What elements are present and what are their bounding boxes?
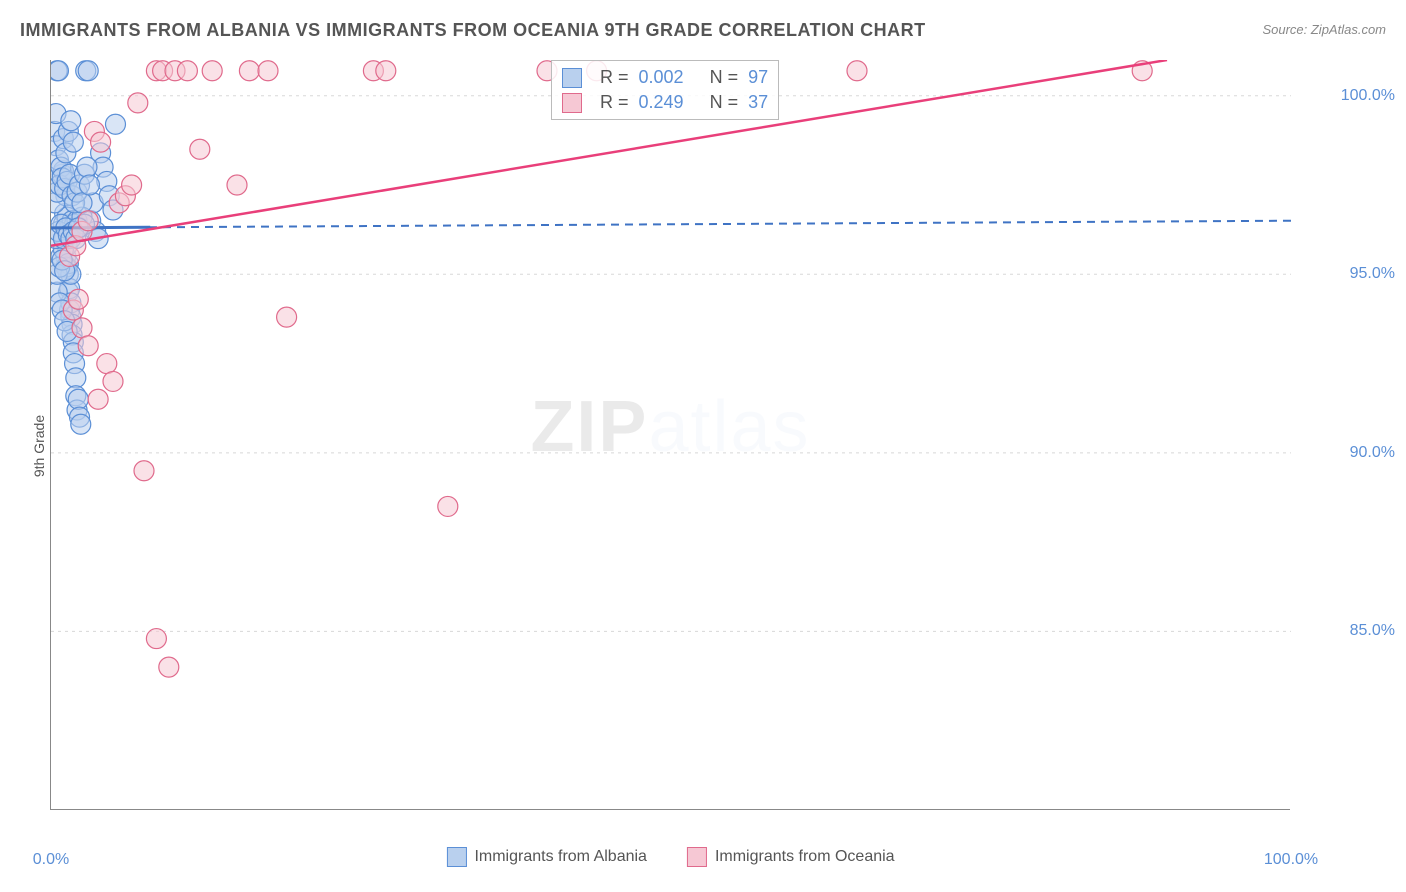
data-point — [128, 93, 148, 113]
y-tick-label: 100.0% — [1341, 87, 1395, 105]
legend-item: Immigrants from Albania — [446, 847, 647, 867]
data-point — [847, 61, 867, 81]
data-point — [277, 307, 297, 327]
stat-n-value: 97 — [748, 67, 768, 88]
y-tick-label: 90.0% — [1350, 444, 1395, 462]
legend-swatch — [562, 93, 582, 113]
x-tick-label: 0.0% — [33, 851, 69, 869]
data-point — [78, 61, 98, 81]
data-point — [72, 318, 92, 338]
stat-n-value: 37 — [748, 92, 768, 113]
stat-r-label: R = — [600, 67, 629, 88]
data-point — [438, 496, 458, 516]
data-point — [68, 389, 88, 409]
legend-label: Immigrants from Albania — [474, 848, 647, 865]
data-point — [227, 175, 247, 195]
plot-area: ZIPatlas 85.0%90.0%95.0%100.0%0.0%100.0%… — [50, 60, 1290, 810]
chart-svg — [51, 60, 1291, 810]
bottom-legend: Immigrants from Albania Immigrants from O… — [446, 847, 894, 867]
stat-n-label: N = — [710, 67, 739, 88]
data-point — [88, 389, 108, 409]
data-point — [51, 61, 68, 81]
legend-item: Immigrants from Oceania — [687, 847, 895, 867]
data-point — [177, 61, 197, 81]
data-point — [79, 175, 99, 195]
data-point — [105, 114, 125, 134]
data-point — [63, 132, 83, 152]
legend-label: Immigrants from Oceania — [715, 848, 895, 865]
stat-n-label: N = — [710, 92, 739, 113]
data-point — [68, 289, 88, 309]
data-point — [71, 414, 91, 434]
data-point — [376, 61, 396, 81]
x-tick-label: 100.0% — [1264, 851, 1318, 869]
data-point — [61, 111, 81, 131]
trend-line — [51, 221, 1291, 228]
stat-legend-row: R = 0.002 N = 97 — [562, 65, 768, 90]
data-point — [239, 61, 259, 81]
data-point — [122, 175, 142, 195]
data-point — [91, 132, 111, 152]
chart-container: IMMIGRANTS FROM ALBANIA VS IMMIGRANTS FR… — [0, 0, 1406, 892]
data-point — [258, 61, 278, 81]
y-tick-label: 95.0% — [1350, 265, 1395, 283]
data-point — [72, 193, 92, 213]
chart-title: IMMIGRANTS FROM ALBANIA VS IMMIGRANTS FR… — [20, 20, 926, 41]
legend-swatch — [446, 847, 466, 867]
data-point — [202, 61, 222, 81]
stat-r-label: R = — [600, 92, 629, 113]
data-point — [159, 657, 179, 677]
data-point — [77, 157, 97, 177]
data-point — [146, 629, 166, 649]
data-point — [78, 211, 98, 231]
stat-legend-row: R = 0.249 N = 37 — [562, 90, 768, 115]
legend-swatch — [687, 847, 707, 867]
data-point — [134, 461, 154, 481]
data-point — [66, 368, 86, 388]
stat-legend: R = 0.002 N = 97 R = 0.249 N = 37 — [551, 60, 779, 120]
data-point — [97, 354, 117, 374]
data-point — [190, 139, 210, 159]
data-point — [78, 336, 98, 356]
legend-swatch — [562, 68, 582, 88]
stat-r-value: 0.002 — [639, 67, 684, 88]
y-tick-label: 85.0% — [1350, 622, 1395, 640]
data-point — [103, 371, 123, 391]
source-label: Source: ZipAtlas.com — [1262, 22, 1386, 37]
stat-r-value: 0.249 — [639, 92, 684, 113]
y-axis-label: 9th Grade — [31, 415, 47, 477]
